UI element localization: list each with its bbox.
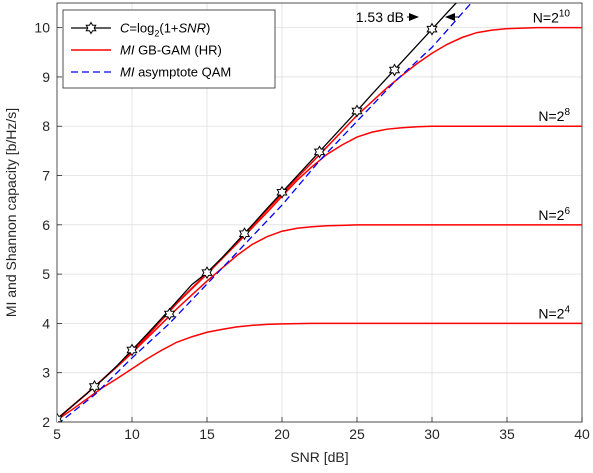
curve-label: N=28 [538, 107, 570, 124]
legend-box [62, 9, 276, 89]
x-tick-label: 30 [424, 426, 440, 442]
curve-label: N=26 [538, 206, 570, 223]
capacity-marker [351, 104, 363, 118]
curve-label: N=24 [538, 304, 570, 321]
capacity-marker [88, 380, 101, 394]
plot-frame [56, 2, 583, 423]
legend-label-asymptote: MI asymptote QAM [120, 65, 231, 80]
legend: C=log2(1+SNR) MI GB-GAM (HR) MI asymptote … [62, 9, 276, 89]
y-tick-label: 3 [42, 365, 50, 381]
capacity-marker [426, 22, 438, 36]
x-tick-label: 10 [124, 426, 140, 442]
capacity-marker [163, 307, 176, 321]
gap-arrowhead-left [409, 13, 419, 21]
annotation-layer: 1.53 dB N=210 N=28 N=26 N=24 [356, 9, 571, 322]
mi-curve [57, 26, 582, 420]
y-tick-label: 5 [42, 266, 50, 282]
capacity-marker [126, 343, 138, 357]
x-tick-label: 20 [274, 426, 290, 442]
y-tick-label: 9 [42, 69, 50, 85]
x-tick-label: 35 [499, 426, 515, 442]
capacity-marker [313, 145, 326, 159]
legend-label-capacity: C=log2(1+SNR) [120, 21, 210, 39]
x-tick-label: 15 [199, 426, 215, 442]
ticks: 5 10 15 20 25 30 35 40 2 3 4 5 6 7 8 9 10 [34, 20, 590, 442]
x-tick-label: 25 [349, 426, 365, 442]
gap-arrowhead-right [445, 13, 455, 21]
curve-label: N=210 [533, 9, 571, 26]
y-tick-label: 10 [34, 20, 50, 36]
y-axis-label: MI and Shannon capacity [b/Hz/s] [3, 108, 19, 317]
x-axis-label: SNR [dB] [290, 449, 348, 465]
y-tick-label: 6 [42, 217, 50, 233]
gap-annotation: 1.53 dB [356, 9, 404, 25]
legend-label-mi: MI GB-GAM (HR) [120, 43, 222, 58]
y-tick-label: 8 [42, 118, 50, 134]
y-tick-label: 7 [42, 168, 50, 184]
y-tick-label: 2 [42, 414, 50, 430]
capacity-marker [388, 63, 401, 77]
x-tick-label: 5 [53, 426, 61, 442]
capacity-marker [276, 185, 288, 199]
x-tick-label: 40 [574, 426, 590, 442]
series-layer [57, 3, 582, 422]
asymptote-line [59, 3, 473, 422]
capacity-marker [201, 266, 213, 280]
legend-marker-capacity [85, 21, 97, 35]
capacity-marker [238, 227, 251, 241]
capacity-marker [57, 412, 63, 422]
mi-curve [57, 224, 582, 420]
y-tick-label: 4 [42, 315, 50, 331]
mi-curve [57, 322, 582, 421]
